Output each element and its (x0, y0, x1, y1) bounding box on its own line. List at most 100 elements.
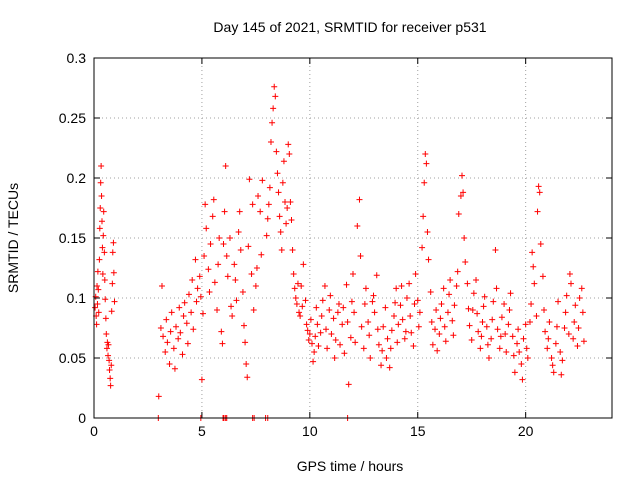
data-point (371, 309, 378, 316)
data-point (111, 298, 118, 305)
data-point (530, 263, 537, 270)
data-point (475, 328, 482, 335)
x-tick-label: 15 (410, 423, 426, 439)
data-point (546, 319, 553, 325)
data-point (291, 285, 298, 292)
data-point (542, 328, 549, 335)
data-point (350, 271, 356, 277)
data-point (383, 355, 390, 361)
data-point (420, 213, 427, 220)
data-point (206, 289, 213, 295)
data-point (419, 244, 426, 251)
data-point (454, 268, 461, 275)
data-point (317, 329, 324, 336)
data-point (446, 291, 453, 298)
data-point (397, 302, 404, 309)
data-point (107, 382, 114, 389)
data-point (163, 316, 170, 323)
data-point (219, 340, 226, 347)
data-point (416, 309, 423, 316)
data-point (223, 253, 230, 259)
data-point (488, 335, 495, 342)
data-point (428, 319, 435, 325)
data-point (209, 213, 216, 220)
data-point (239, 289, 246, 295)
data-point (481, 293, 488, 300)
data-point (100, 232, 107, 239)
data-point (220, 241, 227, 247)
data-point (351, 309, 358, 316)
data-point (422, 151, 429, 157)
data-point (99, 244, 106, 251)
data-point (433, 307, 440, 313)
data-point (211, 279, 218, 286)
data-point (302, 297, 309, 304)
data-point (201, 253, 208, 259)
data-point (221, 208, 228, 215)
data-point (312, 333, 319, 340)
data-point (455, 211, 462, 217)
data-point (259, 177, 266, 184)
data-point (289, 247, 296, 253)
data-point (101, 277, 108, 283)
data-point (233, 297, 240, 304)
data-point (304, 327, 311, 334)
data-point (519, 376, 526, 383)
data-point (468, 337, 475, 343)
data-point (243, 361, 250, 367)
data-point (375, 341, 382, 348)
data-point (270, 105, 277, 112)
data-point (344, 319, 351, 325)
data-point (245, 243, 252, 250)
data-point (275, 189, 282, 196)
data-point (424, 229, 431, 235)
data-point (366, 332, 373, 339)
data-point (244, 374, 251, 381)
data-point (98, 163, 105, 169)
data-point (548, 355, 555, 361)
data-point (451, 302, 458, 309)
data-point (403, 295, 410, 301)
data-point (380, 323, 387, 330)
data-point (96, 256, 103, 263)
data-point (438, 301, 445, 307)
data-point (171, 365, 178, 372)
data-point (506, 307, 513, 313)
data-point (330, 315, 337, 322)
data-point (196, 273, 203, 280)
data-point (356, 196, 363, 203)
data-point (292, 295, 299, 301)
data-point (109, 280, 116, 287)
data-point (509, 333, 516, 340)
data-point (398, 283, 405, 289)
data-point (505, 321, 512, 328)
data-point (528, 301, 535, 307)
data-point (102, 296, 109, 303)
data-point (571, 319, 578, 325)
data-point (96, 225, 103, 232)
data-point (95, 309, 102, 316)
data-point (274, 170, 281, 177)
data-point (544, 345, 551, 352)
data-point (484, 341, 491, 348)
data-point (246, 176, 253, 183)
data-point (545, 335, 552, 342)
data-point (423, 160, 430, 167)
data-point (332, 337, 339, 343)
data-point (276, 213, 283, 220)
x-tick-label: 10 (302, 423, 318, 439)
data-point (557, 349, 564, 355)
data-point (298, 283, 305, 289)
data-point (108, 362, 115, 369)
data-point (175, 335, 182, 342)
data-point (106, 367, 113, 373)
data-point (578, 285, 585, 292)
data-point (520, 335, 527, 342)
data-point (155, 393, 162, 400)
data-point (565, 331, 572, 337)
data-point (391, 313, 398, 319)
data-point (567, 280, 574, 287)
data-point (379, 347, 386, 354)
data-point (331, 355, 338, 361)
data-point (410, 343, 417, 349)
